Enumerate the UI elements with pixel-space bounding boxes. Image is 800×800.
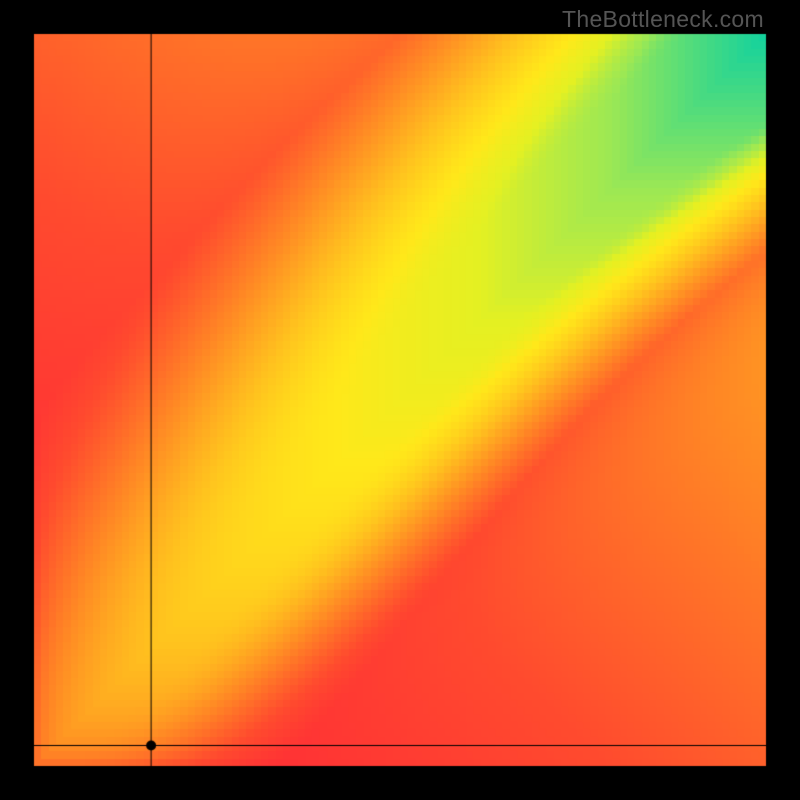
watermark-text: TheBottleneck.com <box>562 6 764 33</box>
bottleneck-heatmap <box>0 0 800 800</box>
chart-container: TheBottleneck.com <box>0 0 800 800</box>
